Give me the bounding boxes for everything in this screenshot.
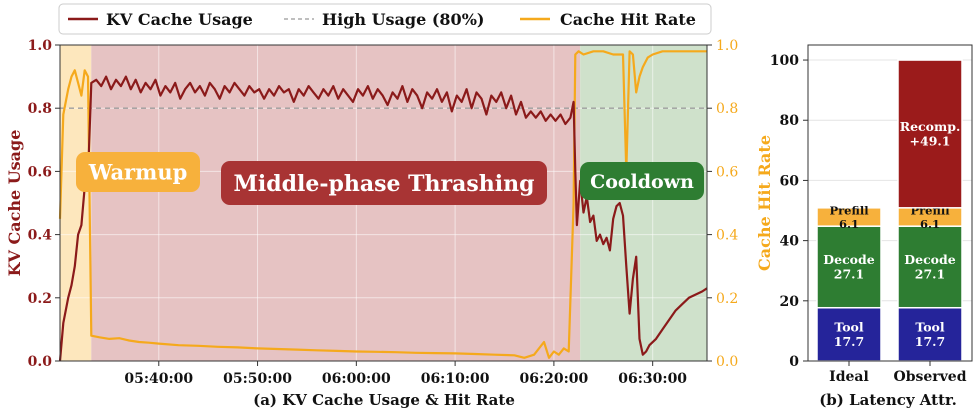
phase-tag-box bbox=[76, 152, 200, 192]
bar-data-label: Prefill bbox=[829, 203, 869, 217]
x-tick-label: 06:00:00 bbox=[322, 371, 391, 387]
y-tick-label-right: 0.4 bbox=[716, 228, 738, 244]
bar-data-label: Recomp. bbox=[900, 119, 961, 134]
bar-data-label: +49.1 bbox=[910, 134, 951, 149]
right-y-axis-ticks: 0.0 0.2 0.4 0.6 0.8 1.0 bbox=[707, 38, 738, 370]
x-tick-label: 05:40:00 bbox=[124, 371, 193, 387]
bar-segment bbox=[816, 225, 882, 309]
latency-attribution-chart-panel: Tool17.7Decode27.1Prefill6.1Tool17.7Deco… bbox=[770, 44, 973, 409]
legend-high-usage-label: High Usage (80%) bbox=[322, 10, 484, 29]
phase-tag-0: Warmup bbox=[76, 152, 200, 192]
bar-data-label: Tool bbox=[915, 319, 945, 334]
left-y-axis-label: KV Cache Usage bbox=[5, 130, 24, 277]
panel-b-caption: (b) Latency Attr. bbox=[819, 391, 957, 409]
legend-kv-cache-label: KV Cache Usage bbox=[106, 10, 253, 29]
phase-tag-label: Warmup bbox=[88, 160, 188, 185]
bar-segment bbox=[816, 207, 882, 227]
bar-data-label: Tool bbox=[834, 319, 864, 334]
bar-data-label: Decode bbox=[904, 252, 955, 267]
stacked-bars: Tool17.7Decode27.1Prefill6.1Tool17.7Deco… bbox=[816, 59, 963, 362]
plot-frame bbox=[807, 44, 973, 362]
bar-segment-recomp-observed: Recomp.+49.1 bbox=[897, 59, 963, 209]
bar-data-label: 17.7 bbox=[915, 334, 945, 349]
bar-data-label: 17.7 bbox=[834, 334, 864, 349]
y-tick-label: 0.2 bbox=[28, 291, 52, 307]
phase-region-2 bbox=[580, 45, 707, 361]
legend: KV Cache Usage High Usage (80%) Cache Hi… bbox=[58, 3, 712, 35]
bar-segment bbox=[897, 59, 963, 209]
y-tick-label: 80 bbox=[780, 113, 800, 129]
phase-tag-1: Middle-phase Thrashing bbox=[221, 161, 547, 205]
y-tick-label: 40 bbox=[780, 234, 800, 250]
x-tick-label: 06:20:00 bbox=[519, 371, 588, 387]
legend-frame bbox=[58, 3, 712, 35]
y-tick-label: 0.4 bbox=[28, 228, 53, 244]
x-tick-label: 06:30:00 bbox=[618, 371, 687, 387]
bar-segment bbox=[816, 306, 882, 362]
x-tick-label: 05:50:00 bbox=[223, 371, 292, 387]
phase-tag-label: Middle-phase Thrashing bbox=[234, 171, 535, 197]
y-axis-ticks: 0 20 40 60 80 100 bbox=[770, 53, 808, 370]
y-tick-label-right: 1.0 bbox=[716, 38, 738, 54]
x-tick-label: Ideal bbox=[829, 369, 869, 385]
y-tick-label: 20 bbox=[780, 294, 800, 310]
x-axis-ticks: Ideal Observed bbox=[829, 361, 967, 385]
y-tick-label: 0 bbox=[789, 354, 799, 370]
phase-labels: Warmup Middle-phase Thrashing Cooldown bbox=[76, 152, 704, 205]
plot-frame bbox=[59, 44, 708, 362]
x-tick-label: Observed bbox=[894, 369, 967, 385]
y-tick-label: 0.6 bbox=[28, 164, 52, 180]
y-tick-label-right: 0.2 bbox=[716, 291, 738, 307]
bar-data-label: 27.1 bbox=[834, 267, 864, 282]
y-tick-label-right: 0.8 bbox=[716, 101, 738, 117]
kv-cache-chart-panel: Warmup Middle-phase Thrashing Cooldown 05:… bbox=[5, 38, 774, 409]
bar-data-label: Decode bbox=[823, 252, 874, 267]
cache-hit-rate-series-line bbox=[58, 50, 707, 359]
phase-tag-box bbox=[580, 162, 704, 200]
y-tick-label: 1.0 bbox=[28, 38, 53, 54]
left-y-axis-ticks: 0.0 0.2 0.4 0.6 0.8 1.0 bbox=[28, 38, 60, 370]
panel-a-caption: (a) KV Cache Usage & Hit Rate bbox=[253, 391, 515, 409]
bar-segment bbox=[897, 306, 963, 362]
y-tick-label: 100 bbox=[770, 53, 799, 69]
bar-segment bbox=[897, 225, 963, 309]
y-tick-label: 60 bbox=[780, 173, 800, 189]
x-tick-label: 06:10:00 bbox=[421, 371, 490, 387]
y-tick-label: 0.8 bbox=[28, 101, 52, 117]
bar-data-label: 6.1 bbox=[839, 217, 859, 231]
y-tick-label: 0.0 bbox=[28, 354, 53, 370]
legend-cache-hit-label: Cache Hit Rate bbox=[560, 10, 696, 29]
right-y-axis-label: Cache Hit Rate bbox=[755, 135, 774, 271]
y-tick-label-right: 0.6 bbox=[716, 164, 738, 180]
x-axis-ticks: 05:40:00 05:50:00 06:00:00 06:10:00 06:20:00… bbox=[124, 361, 687, 387]
bar-data-label: 27.1 bbox=[915, 267, 945, 282]
phase-tag-label: Cooldown bbox=[590, 171, 694, 193]
y-tick-label-right: 0.0 bbox=[716, 354, 738, 370]
bar-data-label: 6.1 bbox=[920, 217, 940, 231]
phase-tag-2: Cooldown bbox=[580, 162, 704, 200]
kv-cache-usage-series-line bbox=[58, 75, 708, 362]
phase-tag-box bbox=[221, 161, 547, 205]
